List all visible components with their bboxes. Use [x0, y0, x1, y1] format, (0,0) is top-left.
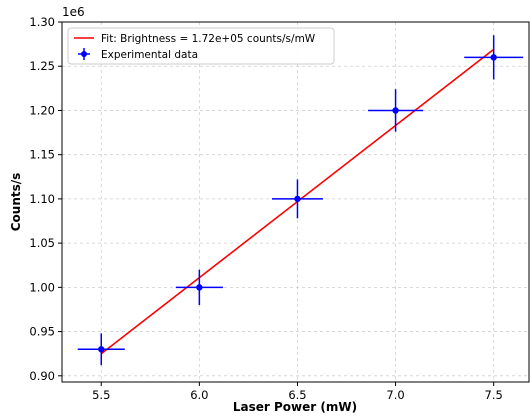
y-tick-label: 1.05 — [29, 236, 55, 250]
legend-fit-label: Fit: Brightness = 1.72e+05 counts/s/mW — [101, 33, 316, 45]
data-point — [392, 107, 399, 114]
y-tick-label: 0.90 — [29, 369, 55, 383]
y-tick-label: 1.00 — [29, 280, 55, 294]
y-tick-label: 1.20 — [29, 103, 55, 117]
legend-data-label: Experimental data — [101, 49, 198, 61]
y-tick-label: 1.30 — [29, 15, 55, 29]
data-point — [98, 346, 105, 353]
data-point — [490, 54, 497, 61]
plot-frame — [61, 21, 530, 383]
offset-label: 1e6 — [62, 5, 85, 19]
data-point — [196, 284, 203, 291]
x-tick-label: 6.5 — [288, 388, 306, 402]
data-point — [294, 195, 301, 203]
x-tick-label: 5.5 — [92, 388, 110, 402]
legend-box — [67, 27, 335, 65]
x-axis-label: Laser Power (mW) — [233, 400, 357, 414]
x-ticks: 5.5 6.0 6.5 7.0 7.5 — [92, 382, 503, 402]
y-tick-label: 1.15 — [29, 148, 55, 162]
y-tick-label: 1.10 — [29, 192, 55, 206]
x-tick-label: 7.0 — [386, 388, 404, 402]
y-axis-label: Counts/s — [9, 173, 23, 232]
y-ticks: 0.90 0.95 1.00 1.05 1.10 1.15 1.20 1.25 1.30 — [29, 15, 62, 383]
y-tick-label: 0.95 — [29, 325, 55, 339]
x-tick-label: 6.0 — [190, 388, 208, 402]
legend: Fit: Brightness = 1.72e+05 counts/s/mW E… — [67, 27, 335, 65]
x-tick-label: 7.5 — [485, 388, 503, 402]
legend-data-swatch-dot — [81, 51, 87, 57]
data-points-layer — [77, 35, 524, 366]
y-tick-label: 1.25 — [29, 59, 55, 73]
